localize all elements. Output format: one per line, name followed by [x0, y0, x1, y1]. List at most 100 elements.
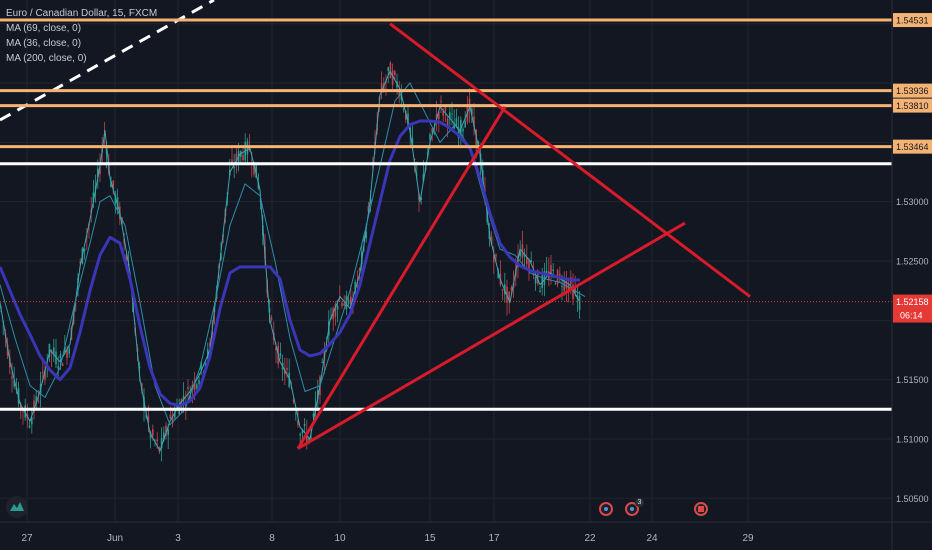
candle-body [292, 399, 295, 402]
y-tick-label: 1.50500 [896, 494, 929, 504]
candle-body [35, 396, 37, 404]
candle-body [138, 366, 141, 369]
candle-body [198, 380, 200, 384]
candle-body [116, 197, 119, 209]
candle-body [431, 128, 433, 133]
candle-body [530, 259, 532, 263]
tradingview-logo[interactable] [6, 496, 28, 518]
price-axis[interactable] [892, 0, 932, 550]
candle-body [473, 116, 475, 128]
candle-body [567, 284, 570, 292]
event-marker-earnings[interactable] [599, 502, 613, 516]
candle-body [510, 287, 513, 291]
candle-body [125, 254, 128, 261]
y-tick-label: 1.52158 [896, 297, 929, 307]
x-tick-label: 3 [175, 533, 181, 544]
price-tag-bg [893, 294, 932, 323]
candle-body [299, 433, 301, 436]
x-tick-label: Jun [107, 533, 123, 544]
x-tick-label: 15 [424, 533, 436, 544]
candle-body [471, 108, 473, 115]
legend-ma-69[interactable]: MA (69, close, 0) [6, 23, 82, 34]
candle-body [420, 197, 422, 200]
candle-body [429, 134, 431, 140]
candle-body [255, 164, 257, 178]
candle-body [55, 351, 57, 365]
candle-body [545, 270, 548, 273]
event-marker-economic[interactable] [694, 502, 708, 516]
y-tick-label: 1.53000 [896, 197, 929, 207]
candle-body [449, 112, 451, 119]
candle-body [391, 70, 394, 85]
candle-body [411, 138, 414, 149]
price-tag-bg [893, 139, 932, 154]
candle-body [279, 353, 282, 357]
candle-body [286, 367, 288, 370]
candle-body [367, 206, 370, 212]
candle-body [497, 269, 499, 278]
x-tick-label: 10 [334, 533, 346, 544]
candle-body [336, 305, 339, 310]
candle-body [105, 148, 108, 155]
candle-body [561, 286, 563, 287]
y-tick-label: 1.51500 [896, 375, 929, 385]
trendline[interactable] [389, 22, 751, 298]
candle-body [270, 318, 273, 320]
candle-body [416, 174, 418, 176]
candle-body [501, 288, 504, 291]
event-marker-dividends[interactable]: 3 [625, 498, 644, 516]
candle-body [44, 369, 46, 380]
candle-body [490, 236, 493, 245]
candle-body [53, 347, 55, 356]
candle-body [149, 432, 152, 439]
chart-legend: Euro / Canadian Dollar, 15, FXCM MA (69,… [6, 6, 157, 66]
candle-body [444, 105, 447, 112]
candle-body [389, 62, 392, 79]
candle-body [402, 108, 405, 110]
candle-body [451, 113, 453, 115]
symbol-title[interactable]: Euro / Canadian Dollar, 15, FXCM [6, 8, 158, 19]
candle-body [275, 347, 277, 350]
x-tick-label: 29 [742, 533, 754, 544]
candle-body [169, 414, 172, 419]
candle-body [578, 296, 581, 310]
candle-body [407, 113, 409, 127]
candle-body [167, 429, 169, 436]
candle-body [145, 415, 147, 417]
price-tag-bg [893, 13, 932, 28]
candle-body [297, 420, 299, 426]
candle-body [446, 118, 449, 125]
trendline[interactable] [297, 221, 686, 450]
candle-body [460, 119, 462, 135]
candle-body [433, 131, 436, 134]
candle-body [253, 161, 255, 175]
candle-body [57, 366, 59, 369]
y-tick-label: 1.54531 [896, 16, 929, 26]
candle-body [413, 159, 416, 161]
candle-body [31, 417, 33, 425]
candle-body [321, 362, 323, 363]
candle-body [66, 349, 68, 358]
candle-body [288, 372, 290, 387]
candle-body [231, 159, 233, 163]
ma-69-line[interactable] [0, 70, 581, 452]
legend-ma-36[interactable]: MA (36, close, 0) [6, 38, 82, 49]
candle-body [242, 154, 244, 161]
candle-body [387, 67, 389, 72]
candle-body [163, 432, 165, 441]
candle-body [519, 251, 521, 257]
candle-body [48, 343, 51, 357]
ma-200-line[interactable] [0, 119, 580, 408]
price-tag-bg [893, 83, 932, 98]
candle-body [112, 180, 114, 190]
candle-body [435, 114, 438, 120]
candle-body [552, 269, 554, 271]
candle-body [554, 283, 557, 285]
candle-body [422, 173, 425, 182]
candle-body [156, 439, 158, 442]
x-tick-label: 22 [584, 533, 596, 544]
candle-body [61, 363, 64, 366]
trendline[interactable] [296, 105, 507, 450]
legend-ma-200[interactable]: MA (200, close, 0) [6, 53, 87, 64]
